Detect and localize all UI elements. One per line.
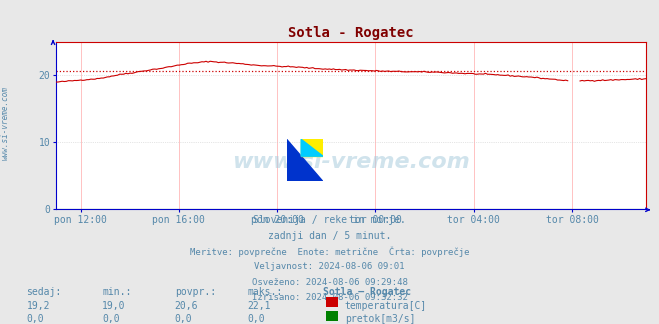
Text: maks.:: maks.: (247, 287, 282, 297)
Text: Slovenija / reke in morje.: Slovenija / reke in morje. (253, 215, 406, 226)
Text: 20,6: 20,6 (175, 301, 198, 311)
Title: Sotla - Rogatec: Sotla - Rogatec (288, 26, 414, 40)
Text: Izrisano: 2024-08-06 09:32:32: Izrisano: 2024-08-06 09:32:32 (252, 293, 407, 302)
Text: 0,0: 0,0 (175, 314, 192, 324)
Text: 0,0: 0,0 (247, 314, 265, 324)
Polygon shape (301, 139, 323, 156)
Text: 19,0: 19,0 (102, 301, 126, 311)
Text: www.si-vreme.com: www.si-vreme.com (232, 152, 470, 172)
Text: pretok[m3/s]: pretok[m3/s] (345, 314, 415, 324)
Text: 22,1: 22,1 (247, 301, 271, 311)
Text: min.:: min.: (102, 287, 132, 297)
Text: Osveženo: 2024-08-06 09:29:48: Osveženo: 2024-08-06 09:29:48 (252, 278, 407, 287)
Polygon shape (301, 139, 323, 156)
Text: Sotla – Rogatec: Sotla – Rogatec (323, 287, 411, 297)
Text: Veljavnost: 2024-08-06 09:01: Veljavnost: 2024-08-06 09:01 (254, 262, 405, 271)
Text: Meritve: povprečne  Enote: metrične  Črta: povprečje: Meritve: povprečne Enote: metrične Črta:… (190, 247, 469, 257)
Text: sedaj:: sedaj: (26, 287, 61, 297)
Text: 19,2: 19,2 (26, 301, 50, 311)
Text: povpr.:: povpr.: (175, 287, 215, 297)
Text: temperatura[C]: temperatura[C] (345, 301, 427, 311)
Text: 0,0: 0,0 (102, 314, 120, 324)
Polygon shape (287, 139, 323, 181)
Text: zadnji dan / 5 minut.: zadnji dan / 5 minut. (268, 231, 391, 241)
Text: 0,0: 0,0 (26, 314, 44, 324)
Text: www.si-vreme.com: www.si-vreme.com (1, 86, 10, 160)
